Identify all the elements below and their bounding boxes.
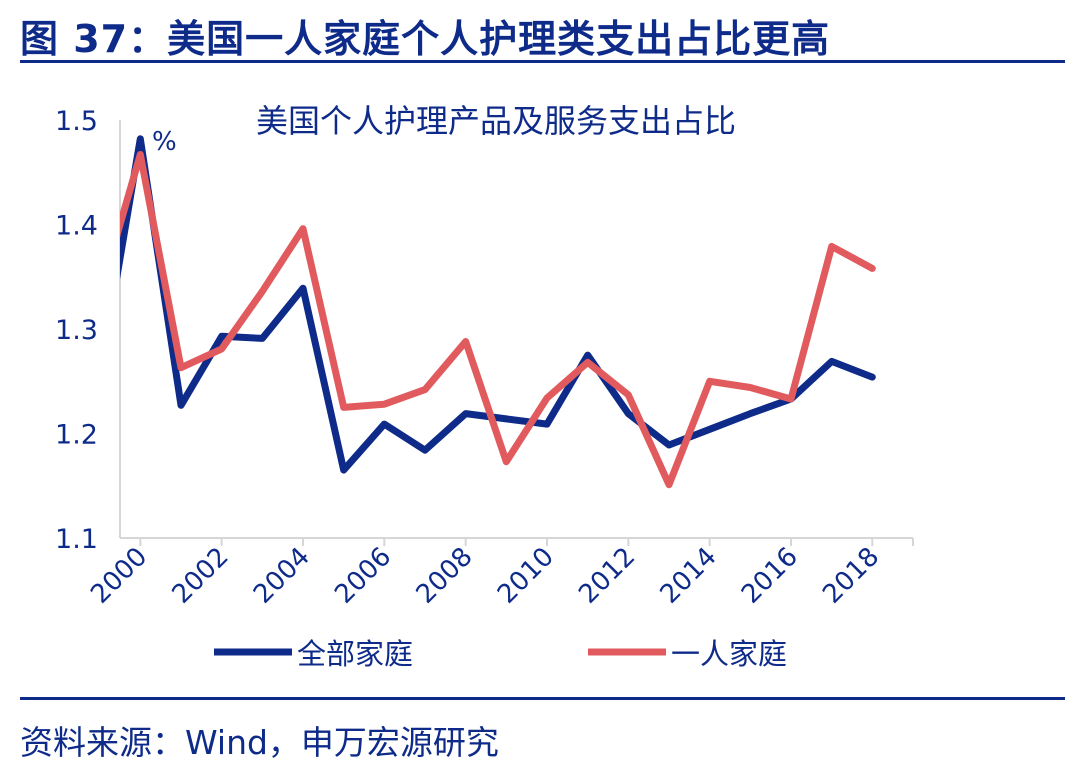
footer-rule	[20, 697, 1065, 700]
x-tick-label: 2012	[573, 542, 641, 610]
x-tick-label: 2016	[736, 542, 804, 610]
unit-label: %	[152, 127, 177, 157]
series-line-single-households	[120, 151, 876, 489]
y-tick-label: 1.5	[55, 106, 98, 137]
line-chart: 美国个人护理产品及服务支出占比 % 1.1 1.2 1.3 1.4 1.5 2000 20…	[55, 102, 914, 671]
legend: 全部家庭 一人家庭	[214, 637, 787, 671]
header-rule	[20, 60, 1065, 63]
x-tick-label: 2008	[411, 542, 479, 610]
figure-title: 图 37：美国一人家庭个人护理类支出占比更高	[20, 17, 831, 61]
source-note: 资料来源：Wind，申万宏源研究	[20, 723, 499, 762]
series-lines	[120, 135, 876, 489]
legend-label-all: 全部家庭	[297, 637, 413, 671]
x-tick-label: 2004	[248, 542, 316, 610]
series-line-all-households	[120, 135, 876, 474]
x-tick-label: 2010	[492, 542, 560, 610]
y-tick-label: 1.3	[55, 315, 98, 346]
y-axis-ticks: 1.1 1.2 1.3 1.4 1.5	[55, 106, 98, 555]
legend-label-single: 一人家庭	[671, 637, 787, 671]
chart-title: 美国个人护理产品及服务支出占比	[256, 102, 736, 140]
y-tick-label: 1.2	[55, 420, 98, 451]
x-tick-label: 2014	[655, 542, 723, 610]
chart-axes	[119, 120, 914, 546]
x-tick-label: 2002	[167, 542, 235, 610]
x-tick-label: 2006	[329, 542, 397, 610]
y-tick-label: 1.4	[55, 211, 98, 242]
y-tick-label: 1.1	[55, 524, 98, 555]
x-axis-ticks: 2000 2002 2004 2006 2008 2010 2012 2014 2016 2018	[85, 542, 885, 610]
x-tick-label: 2018	[817, 542, 885, 610]
